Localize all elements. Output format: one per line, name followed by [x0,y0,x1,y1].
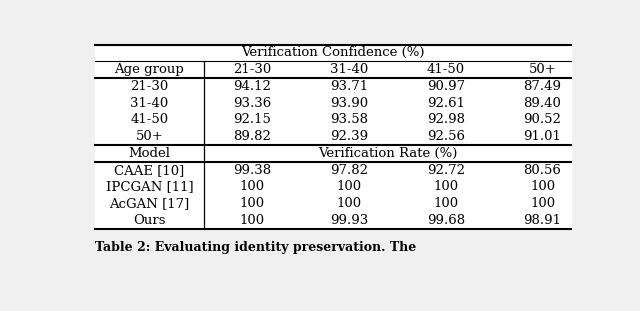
Text: 92.15: 92.15 [234,114,271,127]
Text: 99.93: 99.93 [330,214,368,227]
Text: 100: 100 [433,180,458,193]
Text: 41-50: 41-50 [427,63,465,76]
Text: 90.52: 90.52 [524,114,561,127]
Text: Ours: Ours [133,214,166,227]
Text: 50+: 50+ [136,130,163,143]
Text: 93.71: 93.71 [330,80,368,93]
Text: 100: 100 [337,180,362,193]
Text: 89.82: 89.82 [234,130,271,143]
Text: 100: 100 [240,214,265,227]
Text: 31-40: 31-40 [330,63,368,76]
Text: 90.97: 90.97 [427,80,465,93]
Text: 100: 100 [433,197,458,210]
Text: Table 2: Evaluating identity preservation. The: Table 2: Evaluating identity preservatio… [95,241,416,254]
Text: 31-40: 31-40 [131,97,168,110]
Text: 92.39: 92.39 [330,130,368,143]
Text: Verification Confidence (%): Verification Confidence (%) [241,46,425,59]
Text: 93.90: 93.90 [330,97,368,110]
Text: 100: 100 [337,197,362,210]
Text: 87.49: 87.49 [524,80,561,93]
Text: Verification Rate (%): Verification Rate (%) [318,147,457,160]
Text: 100: 100 [530,197,555,210]
Text: 92.56: 92.56 [427,130,465,143]
Text: 99.68: 99.68 [427,214,465,227]
Text: 93.36: 93.36 [233,97,271,110]
Text: 100: 100 [240,180,265,193]
Text: 91.01: 91.01 [524,130,561,143]
Text: 100: 100 [240,197,265,210]
Text: 41-50: 41-50 [131,114,168,127]
Text: 21-30: 21-30 [131,80,168,93]
Text: 98.91: 98.91 [524,214,561,227]
Text: 93.58: 93.58 [330,114,368,127]
Text: 99.38: 99.38 [234,164,271,177]
Text: 97.82: 97.82 [330,164,368,177]
Text: 92.61: 92.61 [427,97,465,110]
Text: 94.12: 94.12 [234,80,271,93]
Text: 100: 100 [530,180,555,193]
Text: 92.98: 92.98 [427,114,465,127]
Text: 89.40: 89.40 [524,97,561,110]
Text: CAAE [10]: CAAE [10] [115,164,184,177]
Text: Age group: Age group [115,63,184,76]
Text: AcGAN [17]: AcGAN [17] [109,197,189,210]
Text: 80.56: 80.56 [524,164,561,177]
Text: Model: Model [129,147,170,160]
Text: 50+: 50+ [529,63,556,76]
Text: 21-30: 21-30 [233,63,271,76]
Text: IPCGAN [11]: IPCGAN [11] [106,180,193,193]
Text: 92.72: 92.72 [427,164,465,177]
